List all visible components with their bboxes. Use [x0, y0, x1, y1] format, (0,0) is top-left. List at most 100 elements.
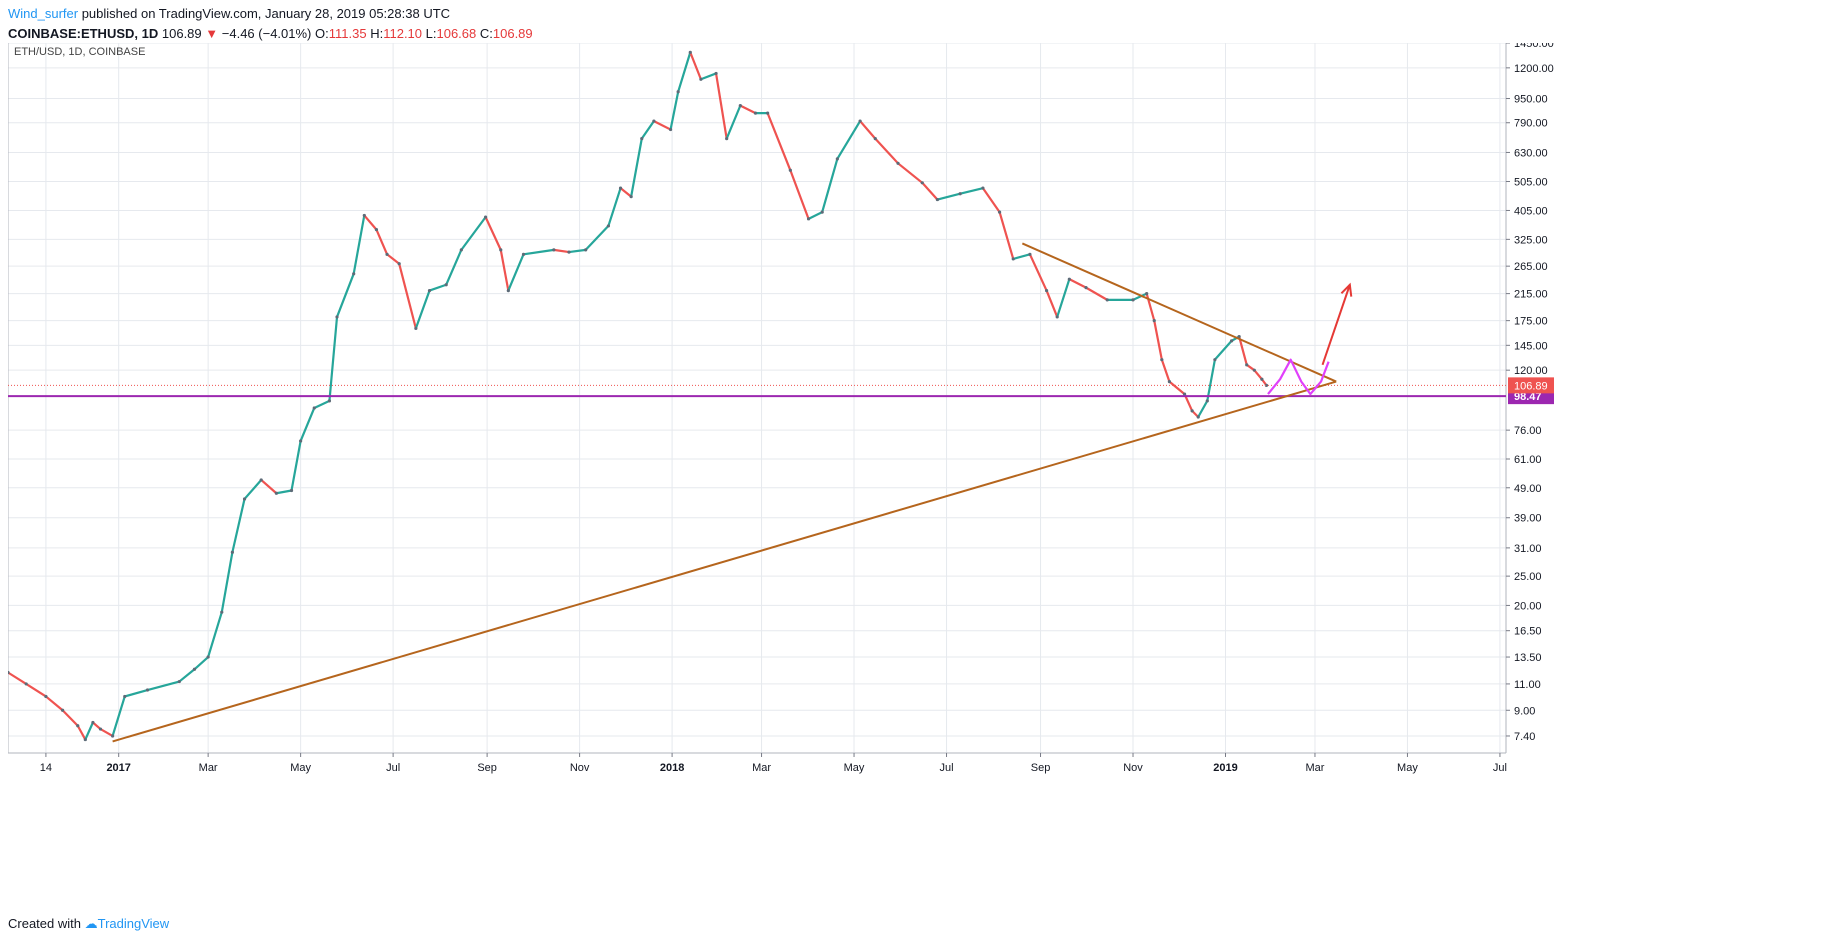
x-tick-label-6: Nov	[570, 762, 590, 774]
y-tick-label-14: 76.00	[1514, 425, 1542, 437]
price-point-85	[1245, 363, 1249, 367]
price-point-21	[312, 406, 316, 410]
price-point-48	[699, 77, 703, 81]
x-tick-label-15: May	[1397, 762, 1418, 774]
price-point-83	[1229, 339, 1234, 343]
price-segment-37	[522, 248, 555, 256]
price-point-43	[640, 137, 644, 141]
price-segment-66	[998, 210, 1015, 261]
price-segment-13	[193, 655, 210, 671]
price-segment-61	[896, 162, 924, 184]
price-point-4	[76, 724, 80, 728]
price-point-27	[385, 252, 389, 256]
price-point-24	[352, 272, 356, 276]
price-segment-2	[25, 682, 48, 698]
price-segment-10	[123, 688, 149, 698]
price-segment-87	[1253, 369, 1263, 381]
price-segment-44	[640, 119, 655, 140]
y-tick-label-20: 20.00	[1514, 600, 1542, 612]
price-point-63	[958, 192, 962, 196]
price-point-3	[60, 708, 65, 712]
price-point-29	[414, 326, 418, 330]
price-point-69	[1055, 315, 1059, 319]
price-point-76	[1160, 358, 1164, 362]
price-point-14	[220, 610, 224, 614]
price-point-5	[83, 737, 87, 742]
price-segment-62	[921, 181, 939, 201]
price-segment-26	[363, 214, 378, 231]
y-tick-label-8: 265.00	[1514, 261, 1548, 273]
y-tick-label-6: 405.00	[1514, 205, 1548, 217]
price-segment-77	[1160, 358, 1171, 383]
price-point-26	[374, 228, 379, 232]
price-point-51	[738, 104, 742, 108]
price-point-81	[1205, 399, 1209, 403]
price-segment-68	[1028, 253, 1048, 292]
price-point-66	[1011, 257, 1015, 261]
tradingview-brand[interactable]: TradingView	[97, 916, 170, 931]
price-segment-47	[677, 51, 692, 93]
price-segment-7	[91, 721, 102, 731]
price-segment-45	[652, 119, 672, 131]
projection-path	[1267, 358, 1330, 396]
x-tick-label-12: Nov	[1123, 762, 1143, 774]
price-point-30	[427, 288, 432, 293]
trendline-0	[112, 380, 1337, 743]
price-point-79	[1190, 409, 1194, 413]
tradingview-logo-icon[interactable]: ☁	[84, 916, 98, 931]
price-point-6	[91, 720, 95, 725]
price-segment-21	[299, 406, 316, 443]
price-point-7	[98, 727, 103, 731]
x-tick-label-2: Mar	[199, 762, 218, 774]
price-point-8	[111, 734, 115, 738]
price-point-68	[1044, 288, 1049, 293]
price-point-11	[177, 679, 181, 684]
y-tick-label-5: 505.00	[1514, 176, 1548, 188]
price-point-15	[230, 550, 234, 554]
projection-arrow-head	[1340, 282, 1353, 297]
price-point-74	[1145, 292, 1149, 296]
y-tick-label-7: 325.00	[1514, 234, 1548, 246]
price-segment-23	[328, 315, 339, 402]
price-point-9	[123, 694, 127, 699]
down-triangle-icon: ▼	[205, 26, 219, 41]
price-segment-33	[460, 216, 487, 251]
price-point-12	[192, 667, 197, 671]
x-tick-label-0: 14	[40, 762, 52, 774]
price-segment-59	[859, 119, 877, 140]
x-tick-label-7: 2018	[660, 762, 684, 774]
price-point-45	[668, 127, 673, 132]
price-segment-22	[313, 399, 331, 410]
y-tick-label-0: 1450.00	[1514, 43, 1554, 50]
price-point-56	[820, 210, 824, 214]
price-point-35	[506, 288, 510, 293]
y-tick-label-4: 630.00	[1514, 147, 1548, 159]
price-segment-42	[619, 187, 633, 198]
price-segment-67	[1012, 253, 1032, 261]
y-tick-label-22: 13.50	[1514, 652, 1542, 664]
price-point-60	[896, 161, 900, 165]
price-segment-57	[821, 157, 839, 214]
price-point-82	[1213, 358, 1217, 362]
price-point-78	[1182, 392, 1187, 396]
y-tick-label-19: 25.00	[1514, 571, 1542, 583]
trendline-1	[1021, 242, 1337, 383]
price-point-28	[397, 262, 401, 266]
y-tick-label-17: 39.00	[1514, 513, 1542, 525]
price-segment-36	[507, 253, 525, 292]
chart-area[interactable]: 1450.00 1200.00 950.00 790.00 630.00 505.00 40…	[8, 43, 1758, 895]
price-segment-46	[669, 90, 680, 131]
price-point-67	[1028, 252, 1032, 256]
price-segment-3	[44, 695, 64, 712]
author-link[interactable]: Wind_surfer	[8, 6, 79, 21]
price-point-17	[259, 478, 263, 482]
price-point-20	[299, 439, 303, 443]
footer: Created with ☁TradingView	[8, 914, 169, 934]
y-tick-label-24: 9.00	[1514, 705, 1535, 717]
price-segment-20	[290, 439, 302, 492]
y-tick-label-15: 61.00	[1514, 454, 1542, 466]
y-tick-label-10: 175.00	[1514, 316, 1548, 328]
price-segment-74	[1131, 292, 1148, 301]
price-chart[interactable]: 1450.00 1200.00 950.00 790.00 630.00 505.00 40…	[8, 43, 1758, 895]
price-segment-5	[76, 724, 87, 741]
